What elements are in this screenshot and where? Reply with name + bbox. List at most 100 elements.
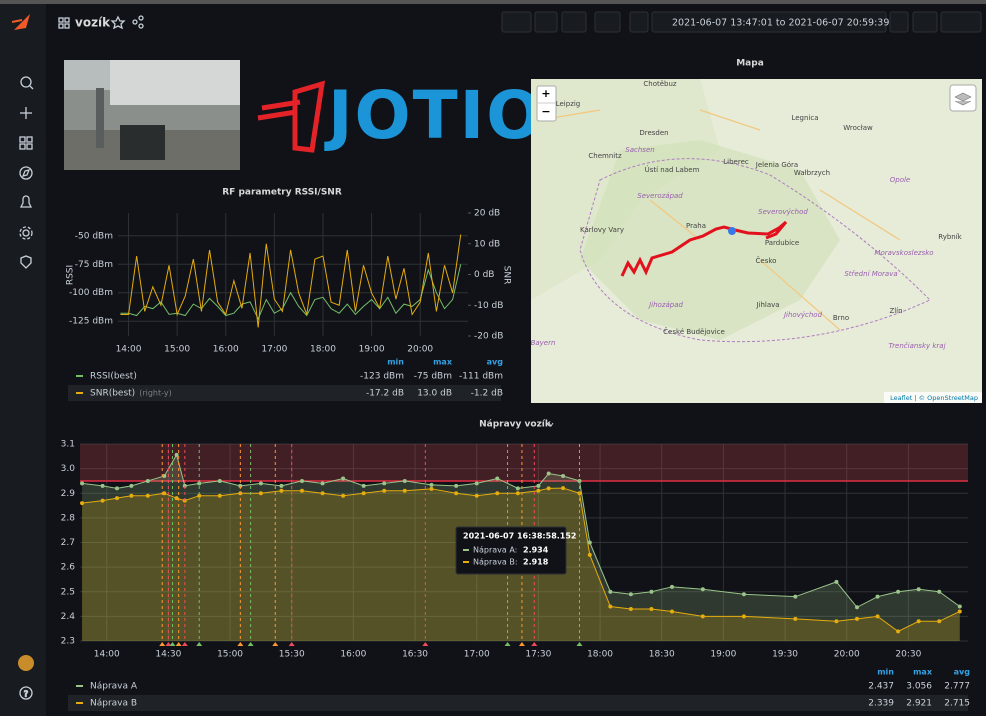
panel-title[interactable]: RF parametry RSSI/SNR xyxy=(222,188,342,198)
data-point[interactable] xyxy=(561,474,565,478)
data-point[interactable] xyxy=(146,479,150,483)
data-point[interactable] xyxy=(259,481,263,485)
time-back-button[interactable] xyxy=(630,12,648,32)
legend-name[interactable]: Náprava B xyxy=(90,699,137,709)
save-button[interactable] xyxy=(535,12,557,32)
data-point[interactable] xyxy=(403,489,407,493)
data-point[interactable] xyxy=(403,479,407,483)
zoom-out-button[interactable] xyxy=(913,12,937,32)
data-point[interactable] xyxy=(670,609,674,613)
data-point[interactable] xyxy=(430,487,434,491)
attribution[interactable]: Leaflet | © OpenStreetMap xyxy=(890,394,978,402)
data-point[interactable] xyxy=(129,484,133,488)
data-point[interactable] xyxy=(218,479,222,483)
data-point[interactable] xyxy=(896,629,900,633)
data-point[interactable] xyxy=(629,607,633,611)
data-point[interactable] xyxy=(629,592,633,596)
data-point[interactable] xyxy=(80,501,84,505)
data-point[interactable] xyxy=(218,494,222,498)
data-point[interactable] xyxy=(321,481,325,485)
settings-button[interactable] xyxy=(562,12,586,32)
data-point[interactable] xyxy=(701,587,705,591)
data-point[interactable] xyxy=(834,619,838,623)
data-point[interactable] xyxy=(855,605,859,609)
data-point[interactable] xyxy=(430,483,434,487)
data-point[interactable] xyxy=(115,496,119,500)
data-point[interactable] xyxy=(101,484,105,488)
data-point[interactable] xyxy=(300,479,304,483)
data-point[interactable] xyxy=(937,619,941,623)
data-point[interactable] xyxy=(793,595,797,599)
data-point[interactable] xyxy=(876,595,880,599)
data-point[interactable] xyxy=(793,617,797,621)
data-point[interactable] xyxy=(876,614,880,618)
data-point[interactable] xyxy=(608,590,612,594)
data-point[interactable] xyxy=(146,494,150,498)
zoom-out[interactable]: − xyxy=(541,105,550,118)
time-forward-button[interactable] xyxy=(890,12,908,32)
data-point[interactable] xyxy=(129,494,133,498)
add-panel-button[interactable] xyxy=(502,12,531,32)
data-point[interactable] xyxy=(341,476,345,480)
panel-title[interactable]: Mapa xyxy=(736,59,764,69)
data-point[interactable] xyxy=(279,489,283,493)
data-point[interactable] xyxy=(855,617,859,621)
data-point[interactable] xyxy=(649,607,653,611)
data-point[interactable] xyxy=(547,486,551,490)
data-point[interactable] xyxy=(80,481,84,485)
data-point[interactable] xyxy=(958,605,962,609)
data-point[interactable] xyxy=(649,590,653,594)
data-point[interactable] xyxy=(536,489,540,493)
refresh-button[interactable] xyxy=(941,12,981,32)
map[interactable]: + − Leaflet | © OpenStreetMap ChotěbuzLe… xyxy=(531,79,982,403)
avatar[interactable] xyxy=(18,655,34,671)
data-point[interactable] xyxy=(834,580,838,584)
data-point[interactable] xyxy=(341,494,345,498)
data-point[interactable] xyxy=(279,484,283,488)
data-point[interactable] xyxy=(300,489,304,493)
panel-title[interactable]: Nápravy vozík xyxy=(479,420,552,430)
data-point[interactable] xyxy=(475,481,479,485)
data-point[interactable] xyxy=(259,491,263,495)
data-point[interactable] xyxy=(958,609,962,613)
data-point[interactable] xyxy=(608,605,612,609)
data-point[interactable] xyxy=(917,587,921,591)
data-point[interactable] xyxy=(362,491,366,495)
position-marker[interactable] xyxy=(728,227,736,235)
data-point[interactable] xyxy=(495,476,499,480)
data-point[interactable] xyxy=(382,481,386,485)
data-point[interactable] xyxy=(162,474,166,478)
data-point[interactable] xyxy=(742,614,746,618)
dashboard-title[interactable]: vozík xyxy=(75,16,111,30)
data-point[interactable] xyxy=(175,453,179,457)
tv-button[interactable] xyxy=(595,12,620,32)
legend-name[interactable]: RSSI(best) xyxy=(90,372,137,382)
data-point[interactable] xyxy=(362,484,366,488)
data-point[interactable] xyxy=(896,590,900,594)
data-point[interactable] xyxy=(742,592,746,596)
data-point[interactable] xyxy=(321,491,325,495)
data-point[interactable] xyxy=(917,619,921,623)
data-point[interactable] xyxy=(475,494,479,498)
data-point[interactable] xyxy=(588,553,592,557)
data-point[interactable] xyxy=(547,472,551,476)
zoom-in[interactable]: + xyxy=(541,87,550,100)
legend-name[interactable]: Náprava A xyxy=(90,682,138,692)
legend-name[interactable]: SNR(best) xyxy=(90,389,135,399)
data-point[interactable] xyxy=(701,614,705,618)
data-point[interactable] xyxy=(382,489,386,493)
data-point[interactable] xyxy=(516,486,520,490)
data-point[interactable] xyxy=(937,590,941,594)
data-point[interactable] xyxy=(101,499,105,503)
data-point[interactable] xyxy=(670,585,674,589)
data-point[interactable] xyxy=(175,496,179,500)
data-point[interactable] xyxy=(454,491,458,495)
data-point[interactable] xyxy=(536,484,540,488)
data-point[interactable] xyxy=(454,484,458,488)
data-point[interactable] xyxy=(162,491,166,495)
data-point[interactable] xyxy=(495,491,499,495)
data-point[interactable] xyxy=(115,486,119,490)
data-point[interactable] xyxy=(561,486,565,490)
x-tick-label: 17:00 xyxy=(464,650,490,660)
data-point[interactable] xyxy=(516,491,520,495)
